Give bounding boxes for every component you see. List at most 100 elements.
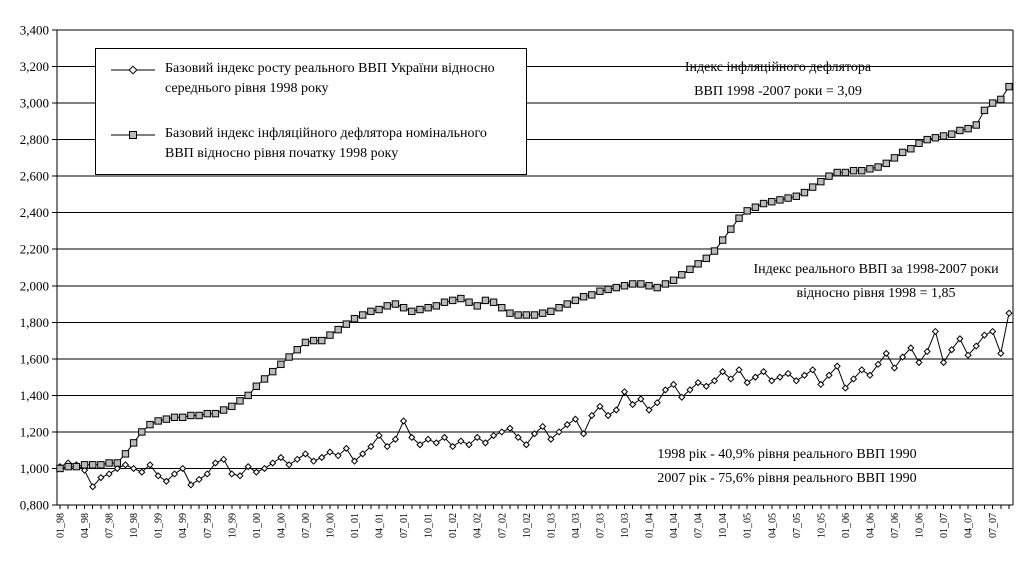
- square-marker: [211, 409, 220, 418]
- diamond-marker: [555, 428, 563, 436]
- square-marker: [579, 293, 588, 301]
- square-marker: [710, 247, 719, 255]
- square-marker: [727, 225, 735, 233]
- square-marker: [138, 428, 146, 436]
- diamond-marker: [530, 430, 539, 438]
- diamond-marker: [195, 475, 203, 484]
- square-marker: [424, 303, 432, 312]
- square-marker: [833, 168, 841, 177]
- square-marker: [1005, 82, 1013, 91]
- diamond-marker: [187, 481, 195, 489]
- diamond-marker: [751, 373, 759, 381]
- square-marker: [530, 311, 539, 319]
- diamond-marker: [841, 384, 849, 392]
- diamond-marker: [800, 371, 809, 379]
- diamond-marker: [170, 470, 179, 478]
- square-marker: [64, 462, 72, 471]
- square-marker-icon: [111, 131, 155, 139]
- diamond-marker: [931, 327, 939, 336]
- square-marker: [948, 130, 956, 138]
- square-marker: [97, 461, 105, 469]
- square-marker: [956, 126, 964, 135]
- diamond-marker: [1005, 309, 1013, 317]
- y-axis-tick-label: 3,000: [20, 96, 49, 111]
- diamond-marker: [563, 421, 571, 429]
- square-marker: [874, 163, 882, 171]
- square-marker: [350, 314, 359, 323]
- annotation-deflator-line2: ВВП 1998 -2007 роки = 3,09: [694, 84, 862, 99]
- diamond-marker: [948, 346, 956, 354]
- diamond-marker: [334, 452, 342, 460]
- diamond-marker: [522, 441, 530, 449]
- diamond-marker: [326, 448, 334, 456]
- square-marker: [260, 375, 269, 383]
- diamond-marker: [416, 441, 424, 449]
- square-marker: [105, 459, 113, 467]
- square-marker: [931, 134, 940, 142]
- diamond-marker: [269, 459, 277, 467]
- square-marker: [375, 305, 383, 314]
- x-axis-tick-label: 04_98: [80, 513, 91, 538]
- square-marker: [898, 148, 907, 157]
- x-axis-tick-label: 04_07: [964, 513, 975, 538]
- x-axis-tick-label: 10_98: [129, 513, 140, 538]
- square-marker: [882, 159, 890, 168]
- square-marker: [219, 406, 228, 414]
- square-marker: [538, 309, 547, 317]
- square-marker: [481, 296, 490, 305]
- diamond-marker: [825, 371, 833, 379]
- square-marker: [858, 166, 866, 175]
- diamond-marker: [907, 344, 915, 352]
- x-axis-tick-label: 04_01: [375, 513, 386, 538]
- square-marker: [653, 283, 661, 292]
- x-axis-tick-label: 07_01: [399, 513, 410, 538]
- diamond-marker: [817, 380, 825, 389]
- diamond-marker: [383, 442, 391, 451]
- diamond-marker-icon: [111, 65, 155, 75]
- square-marker: [637, 280, 645, 288]
- square-marker: [89, 461, 97, 469]
- diamond-marker: [645, 406, 653, 414]
- diamond-marker: [939, 358, 948, 367]
- square-marker: [244, 391, 252, 400]
- diamond-marker: [759, 368, 768, 376]
- y-axis-tick-label: 2,000: [20, 278, 49, 293]
- square-marker: [179, 413, 187, 422]
- square-marker: [277, 360, 285, 369]
- square-marker: [195, 411, 203, 420]
- square-marker: [391, 300, 400, 308]
- diamond-marker: [130, 464, 138, 473]
- diamond-marker: [440, 433, 449, 442]
- x-axis-tick-label: 01_07: [939, 513, 950, 538]
- diamond-marker: [350, 457, 359, 465]
- square-marker: [309, 336, 318, 345]
- square-marker: [612, 283, 621, 292]
- square-marker: [661, 280, 670, 288]
- y-axis-tick-label: 2,800: [20, 132, 49, 147]
- annotation-real-gdp-line1: Індекс реального ВВП за 1998-2007 роки: [753, 262, 999, 277]
- x-axis-tick-label: 10_03: [620, 513, 631, 538]
- annotation-real-gdp-line2: відносно рівня 1998 = 1,85: [796, 286, 956, 301]
- square-marker: [236, 397, 244, 405]
- x-axis-tick-label: 07_05: [792, 513, 803, 538]
- square-marker: [825, 172, 833, 180]
- legend-real-gdp-line1: Базовий індекс росту реального ВВП Украї…: [165, 61, 495, 76]
- diamond-marker: [866, 371, 874, 379]
- diamond-marker: [179, 464, 187, 473]
- square-marker: [907, 145, 915, 153]
- diamond-marker: [301, 450, 310, 458]
- diamond-marker: [277, 453, 285, 462]
- diamond-marker: [669, 380, 678, 389]
- diamond-marker: [154, 472, 162, 480]
- square-marker: [465, 298, 473, 306]
- square-marker: [432, 302, 441, 310]
- diamond-marker: [637, 395, 645, 403]
- diamond-marker: [399, 417, 408, 425]
- x-axis-tick-label: 07_02: [497, 513, 508, 538]
- square-marker: [800, 188, 809, 197]
- diamond-marker: [498, 428, 506, 436]
- diamond-marker: [571, 415, 580, 423]
- diamond-marker: [849, 375, 858, 383]
- square-marker: [121, 450, 130, 458]
- diamond-marker: [97, 473, 105, 482]
